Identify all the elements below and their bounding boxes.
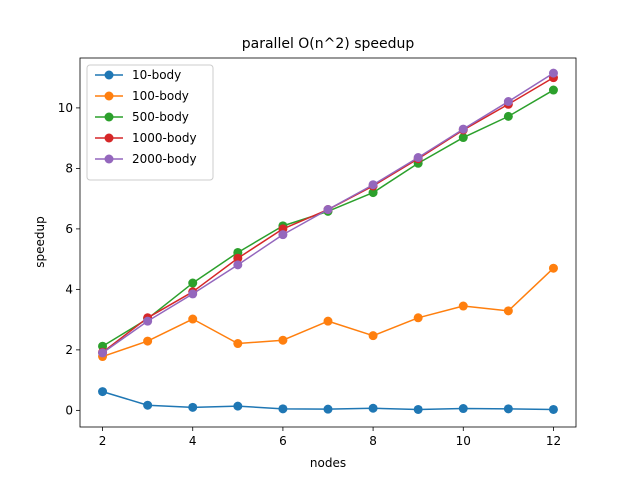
- series-2000-body: [98, 68, 558, 358]
- legend-entry-1000-body: 1000-body: [95, 131, 197, 145]
- legend: 10-body 100-body 500-body 1000-body 2000-bod…: [86, 64, 214, 181]
- data-point: [548, 263, 558, 273]
- y-axis-ticks: 0 2 4 6 8 10: [58, 101, 80, 417]
- x-tick-label: 10: [456, 434, 471, 448]
- series-line-100-body: [102, 267, 554, 358]
- data-point: [368, 188, 378, 198]
- legend-entry-100-body: 100-body: [95, 89, 189, 103]
- data-point: [323, 205, 333, 215]
- legend-label: 10-body: [132, 68, 181, 82]
- data-point: [143, 400, 153, 410]
- data-point: [413, 153, 423, 163]
- legend-marker: [104, 133, 114, 143]
- data-point: [233, 401, 243, 411]
- legend-marker: [104, 91, 114, 101]
- data-point: [323, 404, 333, 414]
- legend-marker: [104, 70, 114, 80]
- data-point: [188, 289, 198, 299]
- legend-entry-2000-body: 2000-body: [95, 152, 197, 166]
- data-point: [143, 336, 153, 346]
- data-point: [98, 387, 108, 397]
- data-point: [458, 404, 468, 414]
- data-point: [233, 339, 243, 349]
- y-tick-label: 8: [65, 161, 73, 175]
- data-point: [143, 316, 153, 326]
- y-tick-label: 6: [65, 222, 73, 236]
- data-point: [278, 230, 288, 240]
- data-point: [503, 97, 513, 107]
- data-point: [278, 404, 288, 414]
- x-tick-label: 8: [369, 434, 377, 448]
- axes-frame: [79, 57, 577, 428]
- y-tick-label: 10: [58, 101, 73, 115]
- data-point: [278, 335, 288, 345]
- data-point: [548, 68, 558, 78]
- legend-entry-500-body: 500-body: [95, 110, 189, 124]
- data-point: [458, 301, 468, 311]
- data-point: [458, 133, 468, 143]
- legend-label: 2000-body: [132, 152, 197, 166]
- data-point: [458, 124, 468, 134]
- data-point: [503, 111, 513, 121]
- data-point: [188, 278, 198, 288]
- data-point: [188, 314, 198, 324]
- data-point: [413, 404, 423, 414]
- data-point: [503, 404, 513, 414]
- legend-box: [86, 64, 214, 181]
- y-tick-label: 2: [65, 343, 73, 357]
- series-10-body: [98, 387, 558, 414]
- x-tick-label: 2: [99, 434, 107, 448]
- data-point: [413, 313, 423, 323]
- data-point: [503, 306, 513, 316]
- x-tick-label: 12: [546, 434, 561, 448]
- y-axis-label: speedup: [33, 216, 47, 267]
- plot-area: [79, 57, 577, 428]
- data-point: [188, 402, 198, 412]
- legend-marker: [104, 112, 114, 122]
- data-point: [548, 404, 558, 414]
- series-100-body: [98, 263, 558, 362]
- y-tick-label: 0: [65, 403, 73, 417]
- data-point: [368, 180, 378, 190]
- legend-label: 1000-body: [132, 131, 197, 145]
- data-point: [368, 331, 378, 341]
- data-point: [323, 316, 333, 326]
- legend-marker: [104, 154, 114, 164]
- data-point: [233, 253, 243, 263]
- x-axis-ticks: 2 4 6 8 10 12: [99, 427, 561, 448]
- data-point: [368, 403, 378, 413]
- legend-label: 500-body: [132, 110, 189, 124]
- chart-title: parallel O(n^2) speedup: [242, 36, 415, 52]
- legend-entry-10-body: 10-body: [95, 68, 181, 82]
- data-point: [98, 348, 108, 358]
- x-axis-label: nodes: [310, 456, 346, 470]
- y-tick-label: 4: [65, 282, 73, 296]
- data-point: [233, 260, 243, 270]
- legend-label: 100-body: [132, 89, 189, 103]
- x-tick-label: 4: [189, 434, 197, 448]
- x-tick-label: 6: [279, 434, 287, 448]
- data-point: [548, 85, 558, 95]
